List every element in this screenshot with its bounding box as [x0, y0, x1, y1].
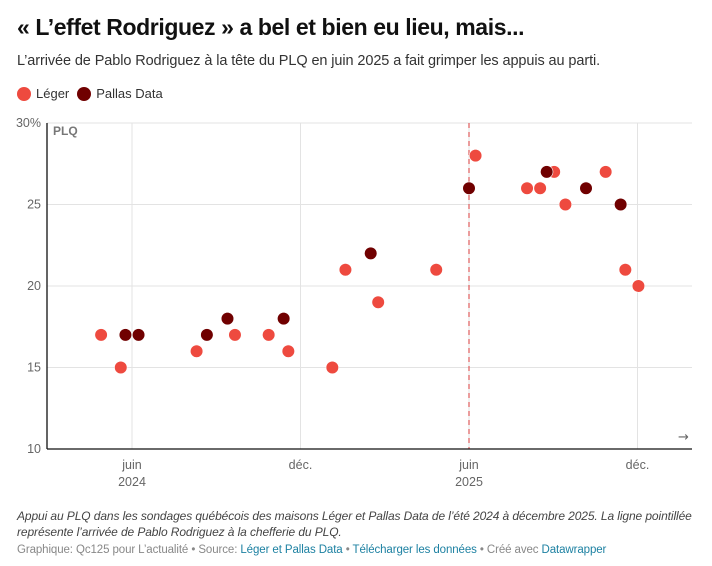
- y-tick-label: 10: [27, 442, 41, 456]
- y-axis-title: PLQ: [53, 124, 78, 138]
- data-point: [338, 263, 353, 277]
- x-tick-sublabel: 2025: [455, 475, 483, 489]
- separator: •: [476, 544, 487, 556]
- data-points: [94, 148, 646, 375]
- y-tick-label: 20: [27, 279, 41, 293]
- y-tick-label: 25: [27, 198, 41, 212]
- data-point: [364, 246, 378, 260]
- data-point: [558, 197, 573, 212]
- separator: •: [342, 544, 353, 556]
- arrow-icon: →: [678, 430, 689, 445]
- x-tick-label: déc.: [626, 458, 650, 472]
- axes: [46, 123, 692, 450]
- legend-item-leger: Léger: [17, 86, 69, 101]
- data-point: [520, 181, 534, 195]
- chart-subtitle: L’arrivée de Pablo Rodriguez à la tête d…: [17, 53, 601, 69]
- data-point: [599, 165, 613, 179]
- series-l-ger: [94, 148, 646, 375]
- y-axis-ticks: 30% 25 20 15 10 PLQ: [16, 116, 78, 456]
- data-point: [118, 328, 133, 342]
- data-point: [220, 312, 235, 326]
- data-point: [325, 360, 339, 375]
- data-point: [228, 328, 242, 342]
- data-point: [614, 197, 628, 212]
- data-point: [277, 312, 291, 326]
- credit: Graphique: Qc125 pour L’actualité: [17, 544, 189, 556]
- made-with-label: Créé avec: [486, 544, 542, 556]
- source-label: Source:: [198, 544, 241, 556]
- source-link[interactable]: Léger et Pallas Data: [240, 544, 343, 556]
- data-point: [200, 328, 214, 342]
- legend-dot-leger: [17, 86, 31, 101]
- separator: •: [188, 544, 199, 556]
- data-point: [462, 181, 476, 195]
- data-point: [114, 360, 128, 375]
- x-tick-label: juin: [458, 458, 479, 472]
- data-point: [94, 328, 108, 342]
- series-pallas-data: [118, 165, 628, 342]
- data-point: [631, 279, 646, 293]
- data-point: [189, 344, 204, 358]
- legend-item-pallas: Pallas Data: [77, 86, 163, 101]
- legend-dot-pallas: [77, 86, 92, 101]
- data-point: [468, 148, 483, 163]
- datawrapper-link[interactable]: Datawrapper: [541, 544, 607, 556]
- x-axis-ticks: juin 2024 déc. juin 2025 déc.: [118, 458, 649, 489]
- byline: Graphique: Qc125 pour L’actualité • Sour…: [17, 544, 606, 556]
- data-point: [579, 181, 593, 195]
- data-point: [618, 263, 632, 277]
- chart-notes: Appui au PLQ dans les sondages québécois…: [17, 509, 692, 539]
- x-tick-label: déc.: [289, 458, 313, 472]
- y-tick-label: 15: [27, 361, 41, 375]
- x-tick-sublabel: 2024: [118, 475, 146, 489]
- x-tick-label: juin: [121, 458, 142, 472]
- gridlines: [47, 122, 692, 449]
- annotations: →: [468, 123, 689, 449]
- chart-title: « L’effet Rodriguez » a bel et bien eu l…: [17, 14, 525, 40]
- data-point: [540, 165, 554, 179]
- data-point: [131, 328, 146, 342]
- legend-label-pallas: Pallas Data: [96, 86, 163, 101]
- data-point: [371, 295, 385, 309]
- legend-label-leger: Léger: [36, 86, 70, 101]
- data-point: [281, 344, 295, 358]
- data-point: [262, 328, 276, 342]
- data-point: [533, 181, 547, 195]
- download-data-link[interactable]: Télécharger les données: [352, 544, 477, 556]
- data-point: [429, 263, 443, 277]
- y-tick-label: 30%: [16, 116, 41, 130]
- legend: Léger Pallas Data: [17, 86, 171, 101]
